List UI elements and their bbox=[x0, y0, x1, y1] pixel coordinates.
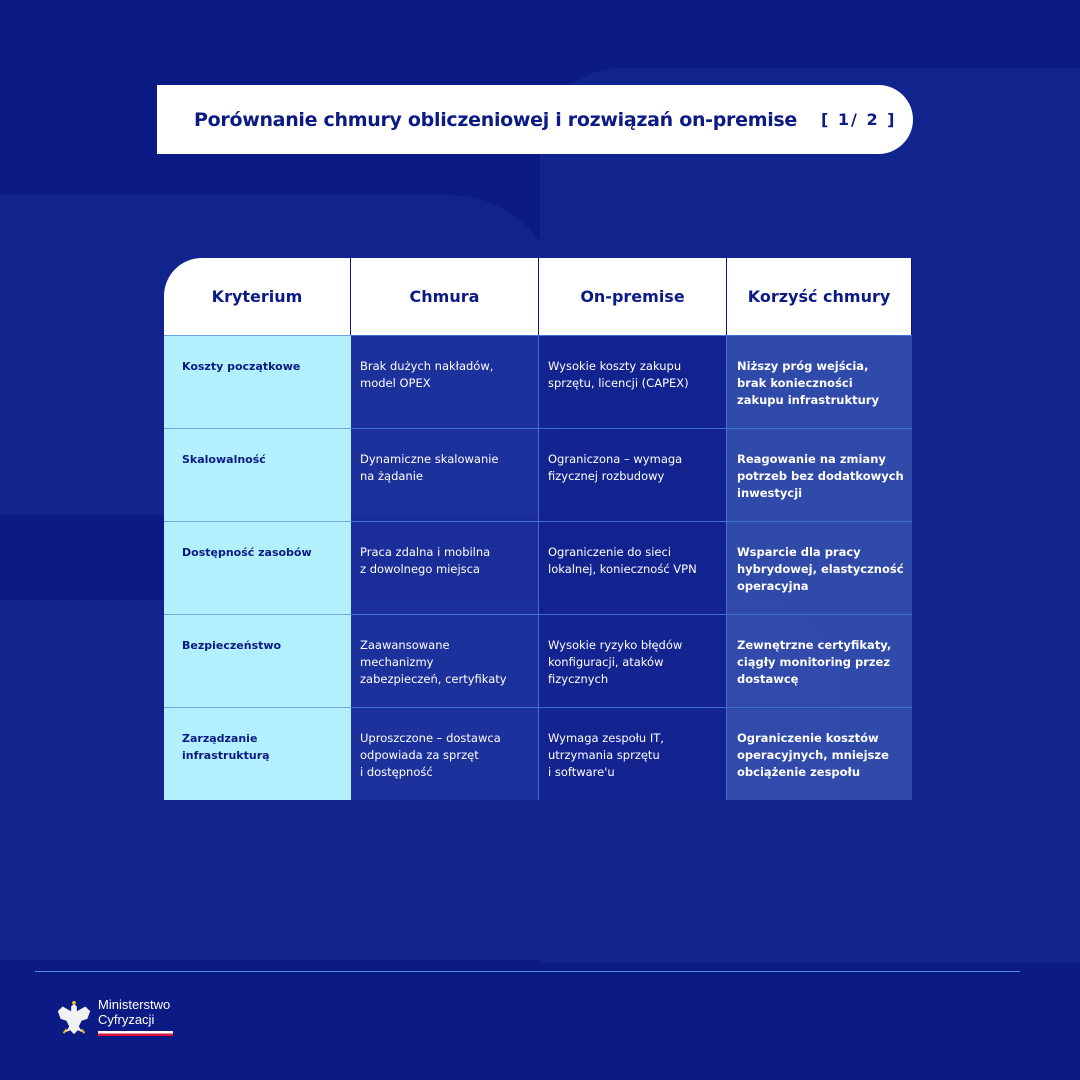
page-title: Porównanie chmury obliczeniowej i rozwią… bbox=[194, 108, 798, 131]
divider bbox=[35, 971, 1020, 972]
criterion-cell: Skalowalność bbox=[164, 428, 351, 521]
logo-line-2: Cyfryzacji bbox=[98, 1012, 155, 1027]
criterion-cell: Bezpieczeństwo bbox=[164, 614, 351, 707]
table-cell: Ograniczenie do sieci lokalnej, konieczn… bbox=[539, 521, 727, 614]
criterion-cell: Koszty początkowe bbox=[164, 335, 351, 428]
comparison-table: Kryterium Chmura On-premise Korzyść chmury K… bbox=[164, 258, 912, 800]
polish-flag-stripe bbox=[98, 1031, 173, 1036]
title-banner: Porównanie chmury obliczeniowej i rozwią… bbox=[157, 85, 913, 154]
table-cell: Uproszczone – dostawca odpowiada za sprz… bbox=[351, 707, 539, 800]
table-cell: Praca zdalna i mobilna z dowolnego miejs… bbox=[351, 521, 539, 614]
column-header: Chmura bbox=[351, 258, 539, 335]
ministry-name: Ministerstwo Cyfryzacji bbox=[98, 997, 173, 1027]
table-cell: Wsparcie dla pracy hybrydowej, elastyczn… bbox=[727, 521, 912, 614]
table-cell: Wysokie koszty zakupu sprzętu, licencji … bbox=[539, 335, 727, 428]
page-indicator: [ 1/ 2 ] bbox=[821, 110, 897, 129]
ministry-logo: Ministerstwo Cyfryzacji bbox=[55, 997, 173, 1037]
table-cell: Wymaga zespołu IT, utrzymania sprzętu i … bbox=[539, 707, 727, 800]
table-cell: Niższy próg wejścia, brak konieczności z… bbox=[727, 335, 912, 428]
criterion-cell: Dostępność zasobów bbox=[164, 521, 351, 614]
table-cell: Zewnętrzne certyfikaty, ciągły monitorin… bbox=[727, 614, 912, 707]
table-cell: Zaawansowane mechanizmy zabezpieczeń, ce… bbox=[351, 614, 539, 707]
table-cell: Wysokie ryzyko błędów konfiguracji, atak… bbox=[539, 614, 727, 707]
logo-line-1: Ministerstwo bbox=[98, 997, 171, 1012]
table-cell: Reagowanie na zmiany potrzeb bez dodatko… bbox=[727, 428, 912, 521]
table-cell: Brak dużych nakładów, model OPEX bbox=[351, 335, 539, 428]
table-cell: Dynamiczne skalowanie na żądanie bbox=[351, 428, 539, 521]
table-cell: Ograniczona – wymaga fizycznej rozbudowy bbox=[539, 428, 727, 521]
column-header: Kryterium bbox=[164, 258, 351, 335]
criterion-cell: Zarządzanie infrastrukturą bbox=[164, 707, 351, 800]
eagle-emblem-icon bbox=[57, 1000, 91, 1035]
table-cell: Ograniczenie kosztów operacyjnych, mniej… bbox=[727, 707, 912, 800]
column-header: On-premise bbox=[539, 258, 727, 335]
column-header: Korzyść chmury bbox=[727, 258, 912, 335]
